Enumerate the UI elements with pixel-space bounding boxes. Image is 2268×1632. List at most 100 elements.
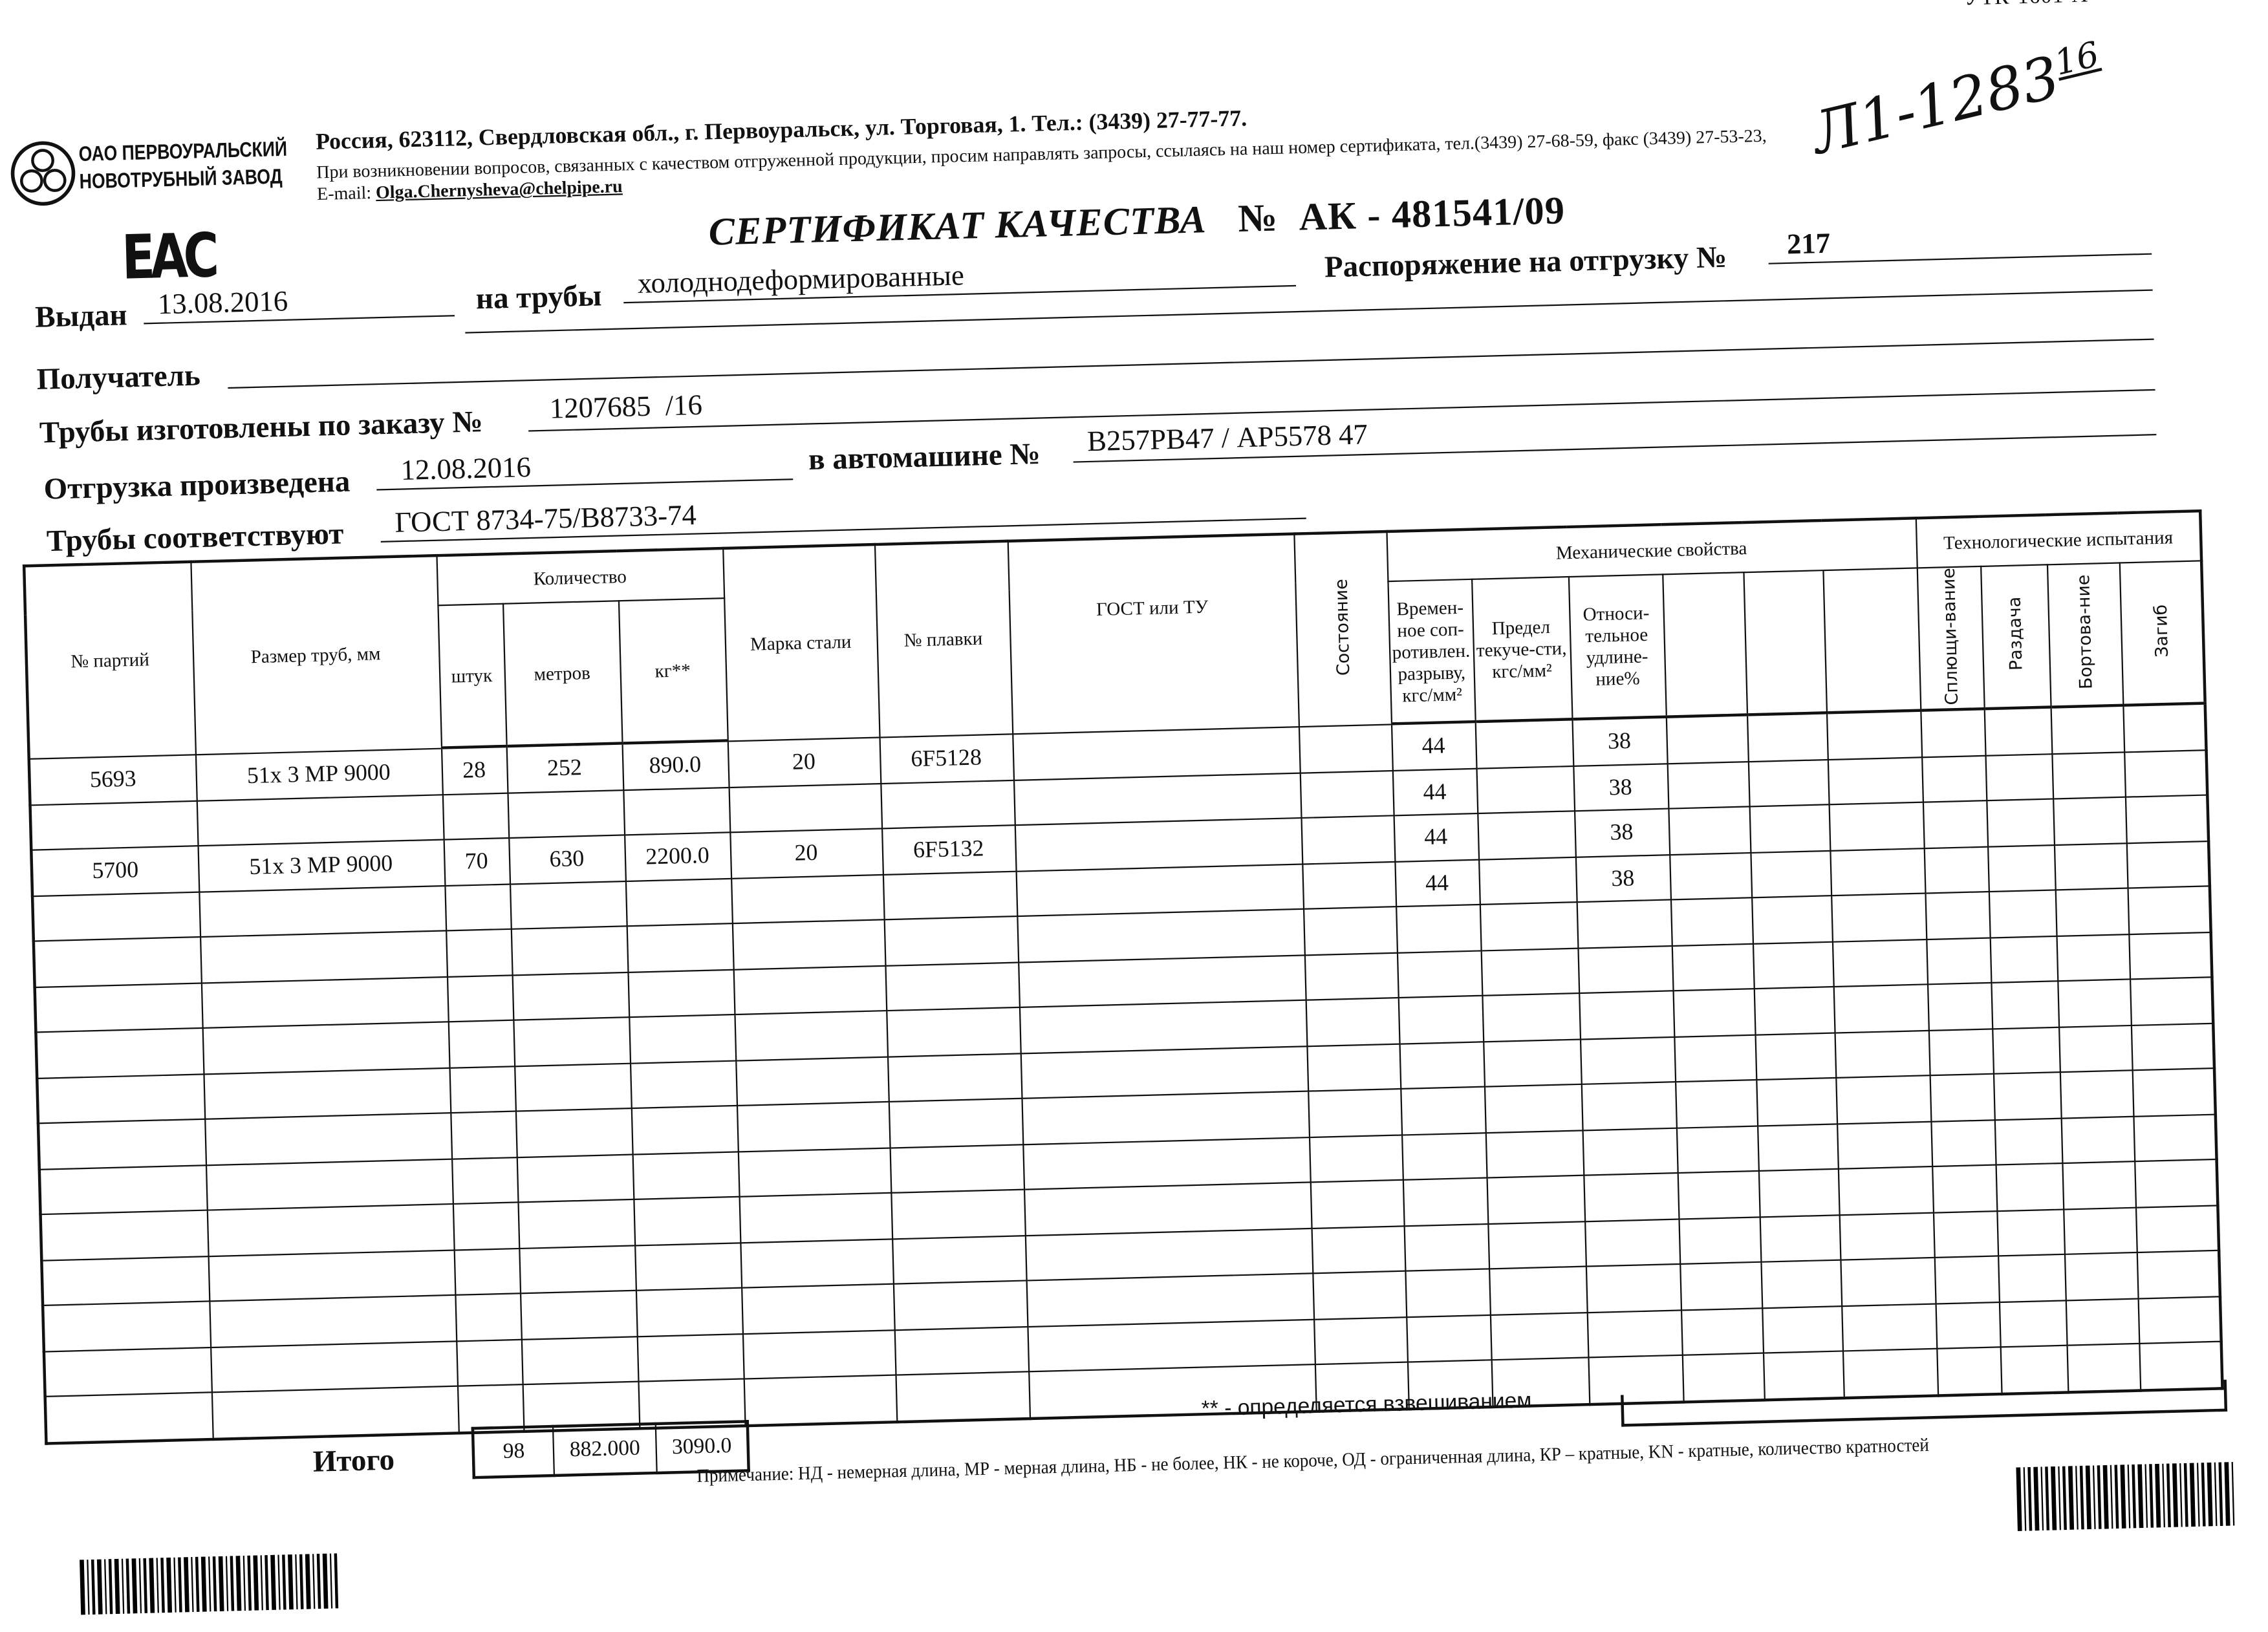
header-condition-text: Состояние: [1330, 578, 1354, 676]
barcode-bar: [2196, 1463, 2200, 1527]
cell-elongation: 38: [1571, 717, 1667, 766]
cell-m: [517, 1199, 635, 1249]
cell-t4: [2134, 1159, 2218, 1208]
cell-heat: [892, 1235, 1026, 1285]
cell-batch: [45, 1393, 213, 1444]
cell-condition: [1311, 1226, 1405, 1274]
cell-t2: [1988, 890, 2057, 938]
cell-batch: [38, 1119, 206, 1170]
cell-b3: [1831, 939, 1928, 987]
cell-heat: [882, 871, 1017, 921]
header-elongation: Относи-тельное удлине-ние%: [1568, 574, 1666, 720]
cell-m: [519, 1245, 636, 1294]
cell-m: [516, 1154, 634, 1203]
cell-pcs: [453, 1248, 520, 1296]
barcode-bar: [2045, 1466, 2050, 1530]
header-yield: Предел текуче-сти, кгс/мм²: [1471, 575, 1572, 722]
cell-size: [210, 1341, 457, 1393]
barcode-bar: [2068, 1466, 2075, 1530]
cell-standard: [1026, 1274, 1314, 1327]
cell-tensile: [1396, 950, 1482, 998]
cell-t2: [1992, 1027, 2060, 1075]
cell-condition: [1310, 1180, 1404, 1229]
cell-tensile: [1405, 1269, 1490, 1317]
cell-m: [507, 789, 625, 839]
cell-kg: [632, 1152, 739, 1200]
cell-b2: [1751, 896, 1832, 944]
barcode-bar: [2062, 1466, 2067, 1530]
barcode-bar: [2172, 1463, 2179, 1527]
barcode-bar: [156, 1558, 159, 1613]
cell-tensile: [1401, 1132, 1487, 1181]
cell-size: [205, 1159, 453, 1211]
vehicle-label: в автомашине №: [808, 436, 1041, 477]
cell-yield: [1478, 857, 1577, 905]
cell-size: [200, 976, 448, 1029]
barcode-bar: [108, 1559, 113, 1615]
cell-condition: [1312, 1271, 1407, 1320]
barcode-bar: [2040, 1466, 2044, 1530]
cell-t3: [2053, 843, 2128, 891]
cell-b1: [1670, 898, 1753, 946]
cell-m: [514, 1063, 631, 1112]
cell-batch: [33, 937, 201, 987]
barcode-bar: [2110, 1465, 2113, 1529]
header-flattening-text: Сплющи-вание: [1938, 566, 1962, 705]
cell-b2: [1746, 713, 1828, 762]
cell-yield: [1489, 1312, 1588, 1361]
cell-t1: [1932, 1165, 1997, 1213]
cell-t2: [1986, 799, 2054, 847]
cell-pcs: [452, 1203, 519, 1251]
barcode-bar: [87, 1560, 90, 1615]
issued-value: 13.08.2016: [157, 286, 288, 321]
cell-t3: [2051, 752, 2125, 800]
cell-batch: [32, 892, 200, 942]
cell-pcs: 28: [440, 746, 508, 795]
cell-elongation: [1577, 945, 1673, 994]
cell-elongation: [1581, 1082, 1676, 1131]
cell-pcs: [448, 1020, 515, 1068]
header-standard: ГОСТ или ТУ: [1007, 533, 1299, 735]
cell-t2: [1993, 1073, 2061, 1121]
barcode-bar: [2224, 1462, 2230, 1526]
cell-batch: [30, 800, 198, 851]
issued-label: Выдан: [34, 297, 128, 334]
cell-kg: [634, 1243, 742, 1291]
barcode-bar: [2114, 1465, 2119, 1529]
barcode-bar: [334, 1553, 339, 1609]
eac-mark-icon: ЕАС: [121, 219, 215, 294]
barcode-bar: [212, 1556, 217, 1612]
barcode-bar: [166, 1557, 173, 1613]
cell-t1: [1932, 1210, 1998, 1258]
cell-b2: [1750, 850, 1831, 899]
cell-t1: [1920, 709, 1985, 758]
cell-size: [199, 931, 447, 983]
cell-t2: [1995, 1163, 2064, 1211]
barcode-bar: [247, 1555, 252, 1611]
cell-tensile: [1400, 1087, 1485, 1135]
made-by-order-label: Трубы изготовлены по заказу №: [39, 403, 484, 450]
barcode-bar: [2092, 1465, 2096, 1529]
barcode-bar: [2033, 1466, 2040, 1531]
cell-pcs: 70: [443, 838, 510, 886]
cell-t2: [1991, 982, 2059, 1029]
cell-kg: [626, 924, 733, 972]
cell-t3: [2058, 1025, 2132, 1073]
header-blank-3: [1822, 567, 1921, 714]
cell-t4: [2135, 1205, 2219, 1253]
barcode-bar: [230, 1556, 235, 1611]
barcode-bar: [277, 1554, 281, 1610]
cell-steel: [731, 874, 884, 925]
cell-t1: [1935, 1302, 2000, 1349]
cell-steel: [737, 1148, 891, 1197]
cell-batch: [43, 1302, 211, 1352]
cell-t4: [2136, 1251, 2221, 1299]
cell-yield: [1483, 1039, 1581, 1088]
cell-yield: [1486, 1176, 1585, 1224]
barcode-bar: [295, 1554, 298, 1609]
cell-b2: [1762, 1305, 1842, 1354]
cell-b1: [1672, 989, 1755, 1037]
cell-batch: [40, 1210, 208, 1261]
cell-b3: [1834, 1030, 1930, 1079]
cell-t1: [1925, 892, 1990, 939]
